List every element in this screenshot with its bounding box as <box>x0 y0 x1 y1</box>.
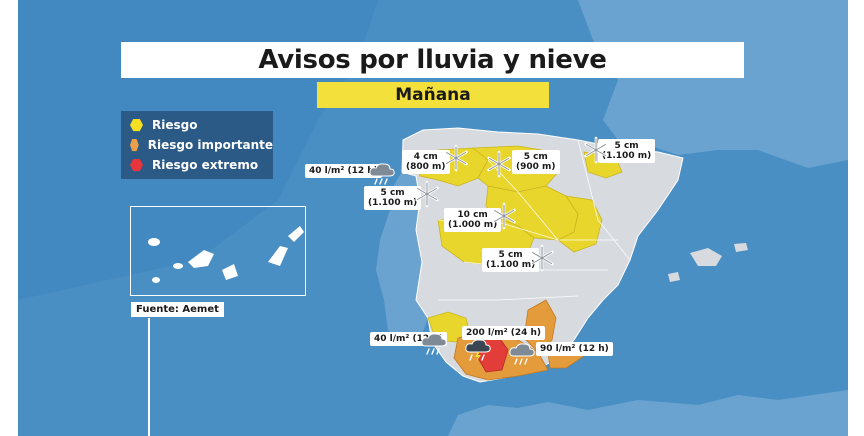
snow-label: 5 cm (1.100 m) <box>482 248 540 272</box>
legend-item-riesgo-extremo: Riesgo extremo <box>121 155 273 175</box>
island-lanzarote <box>288 226 304 242</box>
rain-label: 200 l/m² (24 h) <box>462 326 546 340</box>
legend-item-riesgo: Riesgo <box>121 115 273 135</box>
zone-iberico <box>557 195 603 253</box>
snowflake-icon <box>492 202 516 230</box>
hexagon-orange-icon <box>130 138 139 152</box>
island-gran-canaria <box>222 264 238 280</box>
snowflake-icon <box>444 144 468 172</box>
snow-label: 4 cm (800 m) <box>402 150 450 174</box>
hexagon-yellow-icon <box>130 118 143 132</box>
mallorca <box>690 248 722 266</box>
snow-label: 5 cm (1.100 m) <box>364 186 422 210</box>
legend-label: Riesgo extremo <box>152 158 259 172</box>
legend-label: Riesgo <box>152 118 198 132</box>
island-la-palma <box>148 238 160 246</box>
island-la-gomera <box>173 263 183 269</box>
rain-cloud-icon <box>509 343 535 365</box>
snowflake-icon <box>415 180 439 208</box>
source-leader-line <box>148 318 150 436</box>
snowflake-icon <box>584 136 608 164</box>
island-fuerteventura <box>268 246 288 266</box>
page-title: Avisos por lluvia y nieve <box>121 42 744 78</box>
canary-inset-frame <box>130 206 306 296</box>
hexagon-red-icon <box>130 158 143 172</box>
island-el-hierro <box>152 277 160 283</box>
snowflake-icon <box>487 150 511 178</box>
legend: Riesgo Riesgo importante Riesgo extremo <box>121 111 273 179</box>
source-label: Fuente: Aemet <box>131 302 224 317</box>
africa-land <box>448 390 848 436</box>
legend-label: Riesgo importante <box>147 138 273 152</box>
rain-cloud-icon <box>421 333 447 355</box>
snowflake-icon <box>530 244 554 272</box>
storm-cloud-icon <box>465 339 491 362</box>
snow-label: 10 cm (1.000 m) <box>444 208 502 232</box>
menorca <box>734 243 748 252</box>
rain-label: 90 l/m² (12 h) <box>536 342 613 356</box>
island-tenerife <box>188 250 214 268</box>
canary-islands <box>148 226 304 283</box>
snow-label: 5 cm (1.100 m) <box>598 139 656 163</box>
rain-label: 40 l/m² (12 h) <box>305 164 382 178</box>
ibiza <box>668 272 680 282</box>
map-stage: Avisos por lluvia y nieve Mañana Riesgo … <box>18 0 848 436</box>
snow-label: 5 cm (900 m) <box>512 150 560 174</box>
page-subtitle: Mañana <box>317 82 549 108</box>
legend-item-riesgo-importante: Riesgo importante <box>121 135 273 155</box>
portugal-land <box>376 172 428 345</box>
rain-cloud-icon <box>369 163 395 185</box>
